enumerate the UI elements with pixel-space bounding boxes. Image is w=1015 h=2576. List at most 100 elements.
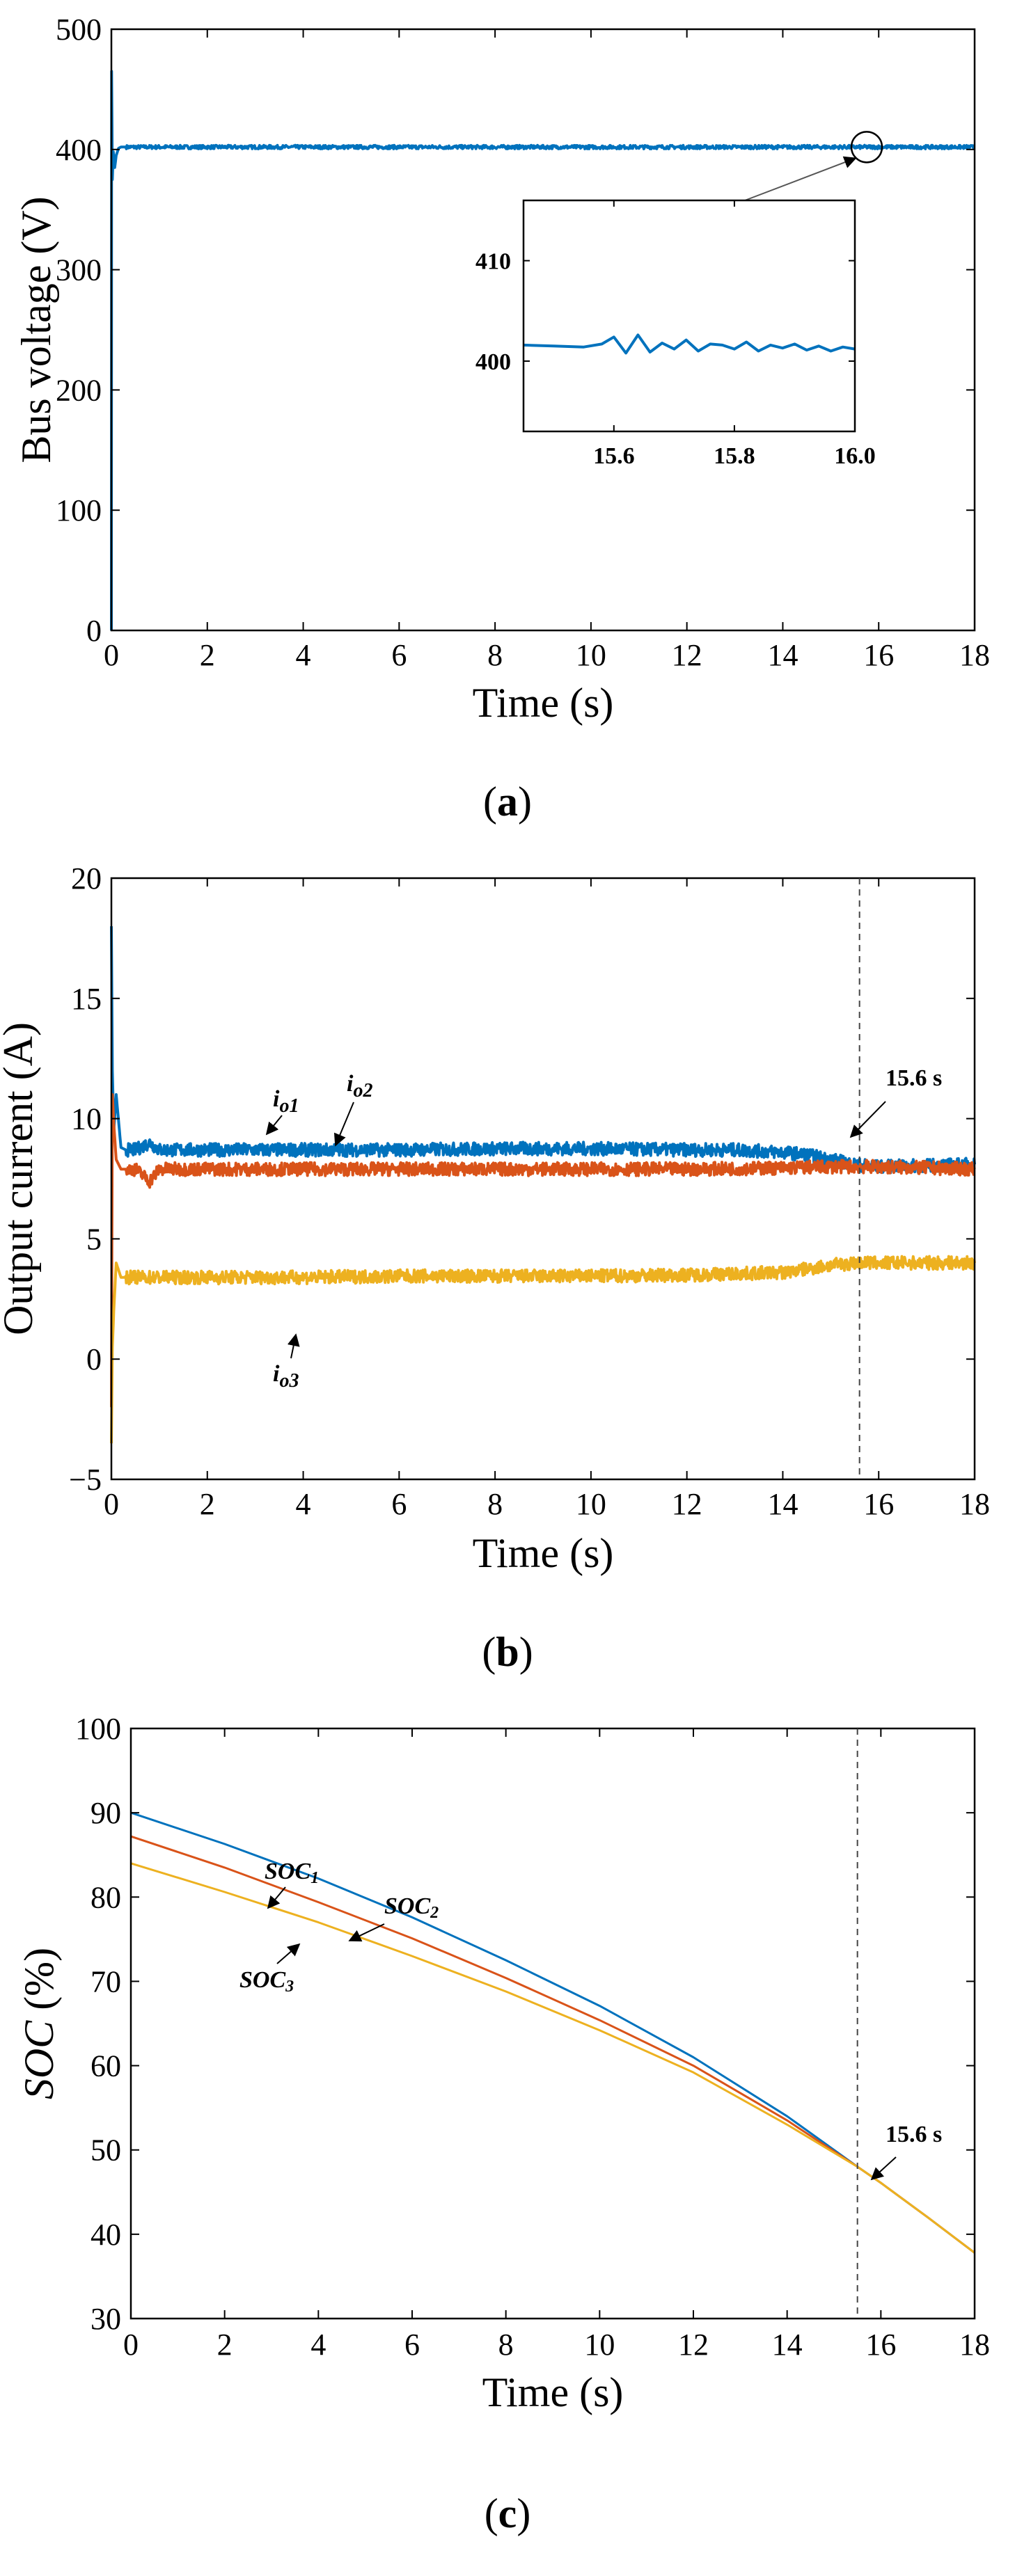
panel-b-series-io1 [110,926,976,1175]
panel-b-label-io1: io1 [265,1086,299,1136]
panel-c-series-soc3 [130,1862,975,2254]
panel-b-xtick-label: 16 [863,1487,894,1521]
panel-a-frame [110,28,976,632]
panel-c-label-soc2: SOC2 [348,1893,439,1942]
panel-b-caption: (b) [482,1629,533,1675]
panel-c-xtick-label: 6 [404,2328,420,2362]
panel-c-label-soc3: SOC3 [239,1943,301,1996]
panel-b-xtick-label: 4 [296,1487,311,1521]
panel-a-inset-xtick-label: 15.6 [593,443,635,469]
panel-c-xtick-label: 18 [959,2328,990,2362]
panel-c-xtick-label: 12 [678,2328,709,2362]
panel-a-xtick-label: 4 [296,638,311,672]
panel-a-ytick-label: 300 [56,253,102,287]
panel-c-xlabel: Time (s) [482,2369,624,2415]
panel-c-ytick-label: 60 [91,2049,121,2083]
panel-b-ylabel: Output current (A) [0,1022,41,1335]
panel-a-zoom-arrow [744,156,857,201]
panel-c-caption: (c) [485,2490,531,2536]
panel-b-xtick-label: 12 [672,1487,702,1521]
panel-a-inset-series [523,333,856,355]
panel-c-caption-letter: c [498,2490,517,2536]
panel-a-inset-xtick-label: 15.8 [714,443,755,469]
panel-c-xtick-label: 16 [865,2328,896,2362]
panel-c-annotation-15-6s: 15.6 s [870,2122,942,2181]
panel-a-caption: (a) [483,779,532,825]
panel-c-ytick-label: 50 [91,2133,121,2168]
panel-c-xtick-label: 4 [310,2328,326,2362]
panel-c-label-soc1: SOC1 [265,1859,319,1909]
panel-c-xtick-label: 2 [217,2328,233,2362]
panel-a-xtick-label: 12 [672,638,702,672]
panel-a-ylabel: Bus voltage (V) [13,196,59,463]
panel-b-ytick-label: −5 [69,1463,102,1497]
panel-a-inset-ytick-label: 400 [475,349,511,375]
panel-b-ytick-label: 0 [86,1342,102,1376]
panel-a-inset-frame [522,199,856,433]
panel-a-xtick-label: 14 [767,638,798,672]
panel-a-xtick-label: 16 [863,638,894,672]
svg-text:15.6 s: 15.6 s [886,1065,942,1091]
panel-c-ytick-label: 40 [91,2218,121,2252]
panel-b-xtick-label: 14 [767,1487,798,1521]
panel-a-xtick-label: 8 [487,638,503,672]
panel-b-xtick-label: 2 [200,1487,215,1521]
panel-c-ytick-label: 80 [91,1880,121,1914]
svg-text:io1: io1 [273,1086,299,1117]
panel-c-series-soc2 [130,1835,975,2254]
panel-b-ytick-label: 15 [71,982,102,1016]
panel-a-inset-ytick-label: 410 [475,249,511,275]
panel-c-xtick-label: 8 [498,2328,514,2362]
panel-a-xtick-label: 6 [391,638,407,672]
panel-a-xtick-label: 10 [576,638,606,672]
panel-b-caption-letter: b [496,1629,519,1675]
panel-a-inset: 15.6 15.8 16.0 400 410 [475,199,876,469]
panel-b-annotation-15-6s: 15.6 s [849,1065,942,1138]
panel-a-caption-letter: a [497,779,518,825]
panel-c-ylabel: SOC (%) [16,1948,62,2099]
panel-c-ytick-label: 100 [75,1712,121,1746]
panel-a-ytick-label: 100 [56,493,102,527]
panel-a-xlabel: Time (s) [473,680,614,726]
svg-text:SOC2: SOC2 [384,1893,439,1922]
panel-c-xtick-label: 0 [123,2328,139,2362]
panel-b-series-io2 [110,1093,976,1408]
panel-a-series-bus-voltage [110,70,976,631]
panel-b-ytick-label: 20 [71,861,102,896]
panel-b-label-io3: io3 [273,1333,300,1392]
panel-a-xtick-label: 2 [200,638,215,672]
svg-text:15.6 s: 15.6 s [886,2122,942,2147]
panel-a-xtick-label: 18 [959,638,990,672]
panel-c-soc: 0 2 4 6 8 10 12 14 16 18 30 40 50 60 70 80 90 100 SOC (%)… [16,1712,990,2536]
svg-text:io3: io3 [273,1361,299,1392]
panel-a-ytick-label: 400 [56,133,102,167]
panel-c-frame [129,1727,976,2320]
panel-b-xtick-label: 6 [391,1487,407,1521]
panel-b-xtick-label: 18 [959,1487,990,1521]
panel-a-xtick-label: 0 [104,638,119,672]
panel-a-bus-voltage: 0 2 4 6 8 10 12 14 16 18 0 100 200 300 400 500 Bus volt… [13,13,990,825]
panel-b-xtick-label: 0 [104,1487,119,1521]
panel-c-xtick-label: 10 [584,2328,615,2362]
panel-b-series-io3 [110,1255,976,1444]
panel-a-inset-xtick-label: 16.0 [834,443,876,469]
panel-c-xtick-label: 14 [772,2328,803,2362]
panel-c-ytick-label: 70 [91,1964,121,1998]
panel-b-xlabel: Time (s) [473,1530,614,1576]
panel-b-ytick-label: 10 [71,1102,102,1136]
panel-a-ytick-label: 500 [56,13,102,47]
panel-a-ytick-label: 200 [56,373,102,407]
panel-c-ytick-label: 90 [91,1796,121,1830]
panel-b-label-io2: io2 [333,1071,372,1147]
panel-c-ytick-label: 30 [91,2302,121,2336]
panel-a-ytick-label: 0 [86,614,102,648]
svg-text:SOC1: SOC1 [265,1859,319,1887]
panel-b-frame [110,877,976,1481]
svg-text:io2: io2 [347,1071,372,1102]
panel-b-xtick-label: 8 [487,1487,503,1521]
panel-b-xtick-label: 10 [576,1487,606,1521]
panel-b-ytick-label: 5 [86,1222,102,1256]
panel-a-zoom-circle [850,131,883,164]
